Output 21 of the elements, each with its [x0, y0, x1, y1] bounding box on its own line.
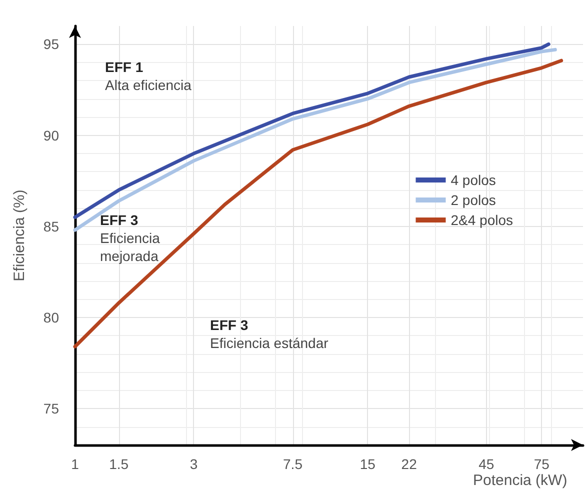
y-tick-label: 85 [43, 218, 60, 234]
annotation: EFF 3 Eficiencia mejorada [100, 212, 160, 264]
y-axis-title: Eficiencia (%) [11, 190, 28, 282]
x-tick-label: 22 [401, 456, 418, 472]
x-tick-label: 7.5 [283, 456, 303, 472]
x-axis-title: Potencia (kW) [473, 472, 568, 489]
x-tick-label: 15 [360, 456, 376, 472]
legend-label: 4 polos [450, 172, 496, 188]
y-tick-label: 95 [43, 36, 60, 52]
x-tick-label: 45 [478, 456, 494, 472]
x-tick-label: 3 [190, 456, 198, 472]
y-tick-label: 80 [43, 309, 60, 326]
legend-label: 2 polos [450, 192, 496, 208]
annotation: EFF 1 Alta eficiencia [105, 59, 192, 93]
annotation: EFF 3 Eficiencia estándar [210, 317, 329, 351]
y-tick-label: 75 [43, 400, 60, 417]
y-tick-label: 90 [43, 127, 60, 144]
legend-label: 2&4 polos [450, 212, 514, 228]
x-tick-label: 1.5 [109, 456, 129, 472]
x-tick-label: 75 [534, 456, 550, 472]
x-tick-label: 1 [71, 456, 80, 472]
